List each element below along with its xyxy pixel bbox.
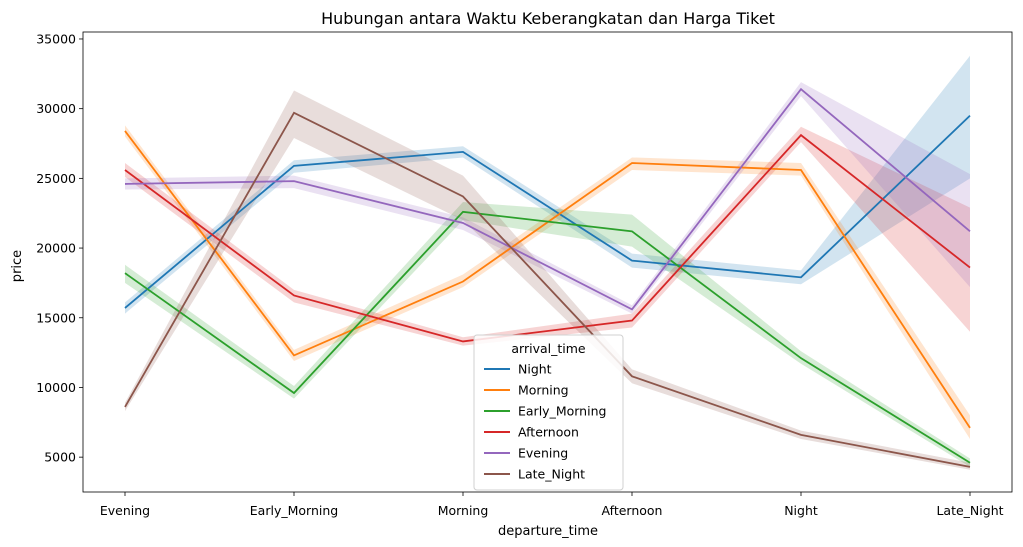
legend-box [473, 334, 624, 491]
y-tick-label: 10000 [36, 380, 76, 395]
y-tick-label: 15000 [36, 310, 76, 325]
x-axis-ticks: Evening Early_Morning Morning Afternoon Nigh… [100, 492, 1004, 518]
x-tick-label: Late_Night [936, 503, 1003, 518]
plot-frame [82, 31, 1013, 493]
x-tick-label: Night [784, 503, 818, 518]
x-tick-label: Early_Morning [250, 503, 338, 518]
ci-band-evening [125, 82, 970, 314]
series-line-early-morning [124, 210, 971, 464]
series-lines [124, 87, 971, 468]
y-tick-label: 5000 [44, 450, 76, 465]
legend-label: Night [518, 362, 552, 377]
series-line-afternoon [124, 133, 971, 343]
legend-title: arrival_time [511, 341, 586, 356]
y-tick-label: 20000 [36, 241, 76, 256]
ci-band-late-night [125, 90, 970, 470]
x-axis-label: departure_time [498, 524, 598, 539]
legend-label: Morning [518, 383, 569, 398]
series-line-night [124, 114, 971, 309]
y-axis-label: price [10, 250, 25, 282]
x-tick-label: Evening [100, 503, 150, 518]
y-axis-ticks: 5000 10000 15000 20000 25000 30000 35000 [36, 31, 83, 465]
legend-label: Early_Morning [518, 404, 606, 419]
x-tick-label: Morning [438, 503, 489, 518]
chart-title: Hubungan antara Waktu Keberangkatan dan … [321, 9, 775, 28]
series-line-late-night [124, 111, 971, 468]
legend-label: Late_Night [518, 467, 585, 482]
y-tick-label: 25000 [36, 171, 76, 186]
series-line-evening [124, 87, 971, 311]
legend: arrival_time Night Morning Early_Morning Aft… [473, 334, 624, 491]
y-tick-label: 30000 [36, 101, 76, 116]
legend-label: Evening [518, 446, 568, 461]
y-tick-label: 35000 [36, 31, 76, 46]
legend-label: Afternoon [518, 425, 579, 440]
x-tick-label: Afternoon [602, 503, 663, 518]
